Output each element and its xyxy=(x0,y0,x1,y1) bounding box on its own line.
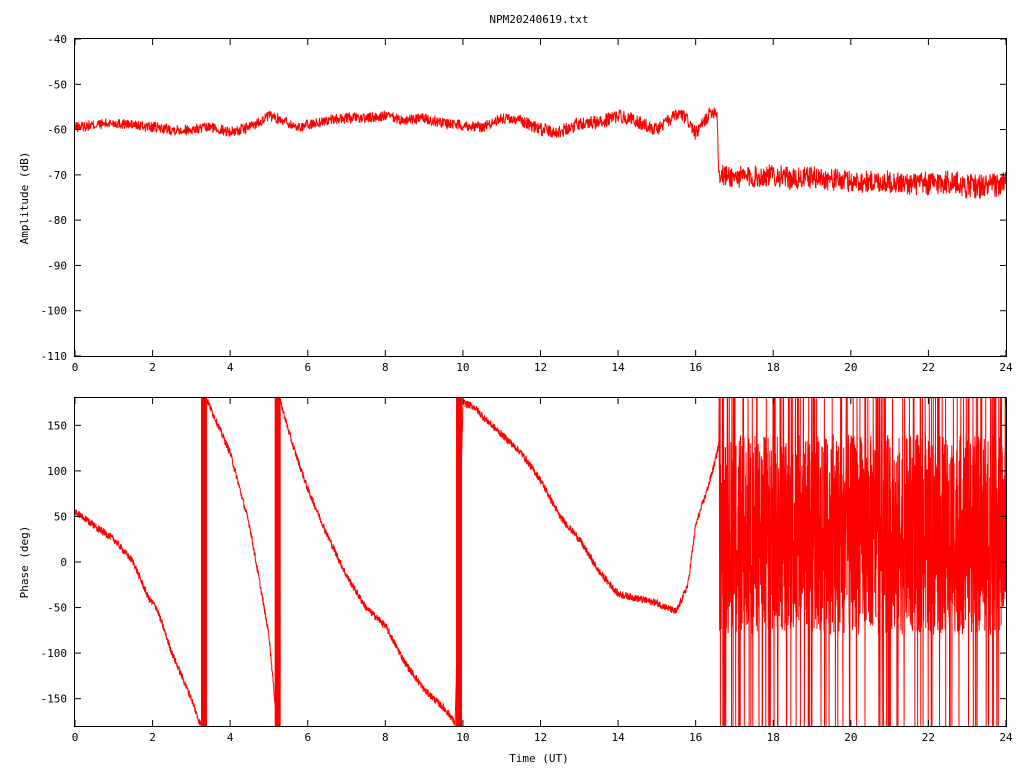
phase-x-tick-label: 6 xyxy=(304,731,311,744)
amplitude-panel: 0 2 4 6 8 10 12 14 16 18 20 22 24-110-100-90-80-70-6… xyxy=(18,33,1013,374)
amplitude-plot-frame xyxy=(74,38,1007,357)
amplitude-series xyxy=(74,107,1007,199)
amplitude-y-tick-label: -90 xyxy=(47,259,67,272)
chart-title: NPM20240619.txt xyxy=(489,13,588,26)
amplitude-y-tick-label: -40 xyxy=(47,33,67,46)
phase-axis-ticks: 0 2 4 6 8 10 12 14 16 18 20 22 24-150-100-5005010015… xyxy=(41,398,1013,744)
amplitude-x-tick-label: 10 xyxy=(456,361,469,374)
phase-x-tick-label: 18 xyxy=(767,731,780,744)
phase-x-tick-label: 12 xyxy=(534,731,547,744)
amplitude-x-tick-label: 18 xyxy=(767,361,780,374)
amplitude-x-tick-label: 4 xyxy=(227,361,234,374)
amplitude-x-tick-label: 6 xyxy=(304,361,311,374)
amplitude-x-tick-label: 0 xyxy=(72,361,79,374)
phase-trace-0 xyxy=(74,396,1007,727)
amplitude-y-tick-label: -80 xyxy=(47,214,67,227)
phase-wrap-mark xyxy=(456,398,463,726)
phase-x-tick-label: 0 xyxy=(72,731,79,744)
phase-y-axis-label: Phase (deg) xyxy=(18,526,31,599)
phase-y-tick-label: -150 xyxy=(41,693,68,706)
amplitude-y-axis-label: Amplitude (dB) xyxy=(18,152,31,245)
amplitude-y-tick-label: -110 xyxy=(41,350,68,363)
phase-y-tick-label: 0 xyxy=(60,556,67,569)
amplitude-y-tick-label: -100 xyxy=(41,305,68,318)
phase-x-tick-label: 20 xyxy=(844,731,857,744)
phase-y-tick-label: -50 xyxy=(47,602,67,615)
amplitude-y-tick-label: -70 xyxy=(47,169,67,182)
phase-y-tick-label: 150 xyxy=(47,419,67,432)
phase-plot-frame xyxy=(74,397,1007,727)
phase-x-tick-label: 16 xyxy=(689,731,702,744)
phase-wrap-mark xyxy=(200,398,207,726)
phase-y-tick-label: 50 xyxy=(54,510,67,523)
phase-x-tick-label: 22 xyxy=(922,731,935,744)
phase-x-tick-label: 2 xyxy=(149,731,156,744)
amplitude-x-tick-label: 16 xyxy=(689,361,702,374)
phase-x-tick-label: 14 xyxy=(611,731,625,744)
amplitude-y-tick-label: -60 xyxy=(47,124,67,137)
phase-y-tick-label: 100 xyxy=(47,465,67,478)
phase-x-tick-label: 8 xyxy=(382,731,389,744)
amplitude-x-tick-label: 2 xyxy=(149,361,156,374)
amplitude-y-tick-label: -50 xyxy=(47,78,67,91)
phase-wrap-mark xyxy=(274,398,281,726)
amplitude-axis-ticks: 0 2 4 6 8 10 12 14 16 18 20 22 24-110-100-90-80-70-6… xyxy=(41,33,1013,374)
phase-panel: 0 2 4 6 8 10 12 14 16 18 20 22 24-150-100-5005010015… xyxy=(18,396,1013,765)
amplitude-x-tick-label: 20 xyxy=(844,361,857,374)
amplitude-x-tick-label: 24 xyxy=(999,361,1013,374)
phase-x-axis-label: Time (UT) xyxy=(509,752,569,765)
amplitude-trace-0 xyxy=(74,107,1007,199)
amplitude-x-tick-label: 14 xyxy=(611,361,625,374)
amplitude-x-tick-label: 8 xyxy=(382,361,389,374)
phase-y-tick-label: -100 xyxy=(41,647,68,660)
amplitude-x-tick-label: 12 xyxy=(534,361,547,374)
phase-x-tick-label: 4 xyxy=(227,731,234,744)
phase-x-tick-label: 10 xyxy=(456,731,469,744)
amplitude-x-tick-label: 22 xyxy=(922,361,935,374)
phase-series xyxy=(74,396,1007,727)
phase-x-tick-label: 24 xyxy=(999,731,1013,744)
